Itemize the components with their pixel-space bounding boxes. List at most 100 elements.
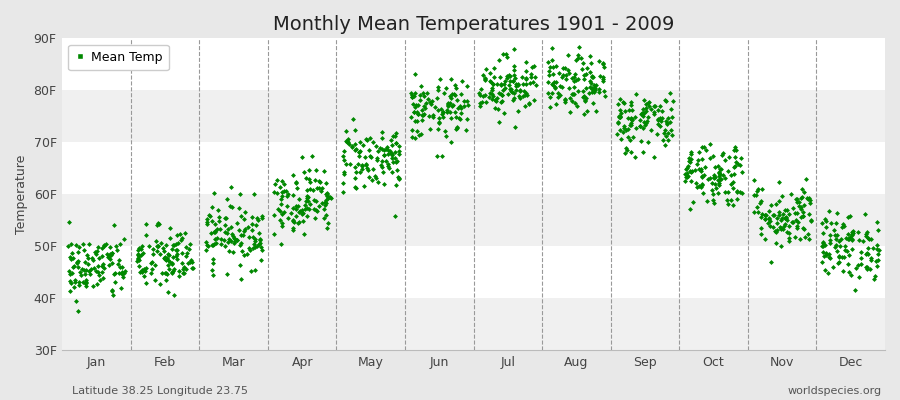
Point bbox=[837, 223, 851, 229]
Point bbox=[499, 51, 513, 58]
Point bbox=[172, 268, 186, 274]
Point bbox=[555, 65, 570, 71]
Point bbox=[772, 209, 787, 215]
Point bbox=[549, 63, 563, 70]
Point bbox=[568, 100, 582, 106]
Point bbox=[224, 224, 238, 230]
Point bbox=[301, 198, 315, 204]
Point bbox=[348, 146, 363, 153]
Point bbox=[112, 263, 127, 270]
Point bbox=[628, 114, 643, 120]
Point bbox=[564, 90, 579, 97]
Point bbox=[829, 242, 843, 248]
Point bbox=[803, 197, 817, 204]
Point bbox=[546, 82, 561, 88]
Point bbox=[139, 265, 153, 271]
Point bbox=[392, 176, 406, 182]
Point bbox=[718, 175, 733, 181]
Point bbox=[860, 250, 874, 257]
Point bbox=[81, 261, 95, 268]
Point bbox=[416, 112, 430, 118]
Point bbox=[823, 237, 837, 244]
Point bbox=[206, 190, 220, 196]
Point bbox=[220, 239, 235, 246]
Bar bbox=[62, 298, 885, 350]
Point bbox=[251, 217, 266, 223]
Point bbox=[830, 210, 844, 216]
Point bbox=[716, 172, 731, 178]
Point bbox=[383, 150, 398, 156]
Point bbox=[597, 64, 611, 70]
Point bbox=[107, 278, 122, 285]
Point bbox=[698, 147, 713, 154]
Point bbox=[141, 243, 156, 250]
Point bbox=[796, 189, 811, 196]
Point bbox=[706, 191, 720, 197]
Point bbox=[712, 170, 726, 176]
Point bbox=[659, 118, 673, 124]
Point bbox=[345, 144, 359, 151]
Point bbox=[644, 127, 659, 134]
Point bbox=[274, 196, 288, 202]
Point bbox=[436, 109, 450, 115]
Point bbox=[234, 213, 248, 219]
Point bbox=[279, 202, 293, 209]
Point bbox=[130, 252, 145, 258]
Point bbox=[815, 239, 830, 245]
Point bbox=[174, 237, 188, 243]
Point bbox=[175, 249, 189, 256]
Point bbox=[166, 254, 181, 260]
Point bbox=[321, 193, 336, 200]
Point bbox=[542, 68, 556, 74]
Point bbox=[652, 122, 667, 129]
Point bbox=[494, 80, 508, 87]
Point bbox=[417, 103, 431, 109]
Point bbox=[618, 126, 633, 133]
Point bbox=[845, 228, 859, 235]
Point bbox=[576, 87, 590, 94]
Point bbox=[212, 226, 227, 232]
Point bbox=[524, 70, 538, 77]
Point bbox=[291, 202, 305, 209]
Point bbox=[868, 273, 882, 279]
Point bbox=[870, 218, 885, 225]
Point bbox=[576, 60, 590, 66]
Point bbox=[362, 147, 376, 154]
Point bbox=[633, 122, 647, 129]
Point bbox=[871, 251, 886, 257]
Point bbox=[385, 154, 400, 161]
Point bbox=[500, 73, 514, 80]
Point bbox=[131, 263, 146, 269]
Point bbox=[754, 225, 769, 231]
Point bbox=[610, 119, 625, 125]
Point bbox=[358, 154, 373, 160]
Point bbox=[507, 63, 521, 69]
Point bbox=[826, 264, 841, 270]
Point bbox=[185, 259, 200, 265]
Point bbox=[78, 280, 93, 286]
Point bbox=[818, 250, 832, 256]
Point bbox=[348, 141, 363, 148]
Point bbox=[841, 261, 855, 268]
Point bbox=[202, 212, 216, 218]
Point bbox=[846, 228, 860, 234]
Point bbox=[267, 231, 282, 238]
Point bbox=[585, 86, 599, 92]
Point bbox=[618, 108, 633, 114]
Point bbox=[219, 214, 233, 221]
Point bbox=[684, 149, 698, 155]
Point bbox=[71, 258, 86, 265]
Point bbox=[441, 102, 455, 108]
Point bbox=[487, 65, 501, 71]
Point bbox=[152, 220, 166, 227]
Point bbox=[683, 168, 698, 174]
Point bbox=[845, 232, 859, 238]
Point bbox=[153, 280, 167, 287]
Point bbox=[721, 200, 735, 207]
Point bbox=[246, 233, 260, 240]
Point bbox=[414, 131, 428, 137]
Point bbox=[688, 166, 703, 173]
Point bbox=[270, 177, 284, 184]
Point bbox=[502, 82, 517, 88]
Point bbox=[624, 99, 638, 105]
